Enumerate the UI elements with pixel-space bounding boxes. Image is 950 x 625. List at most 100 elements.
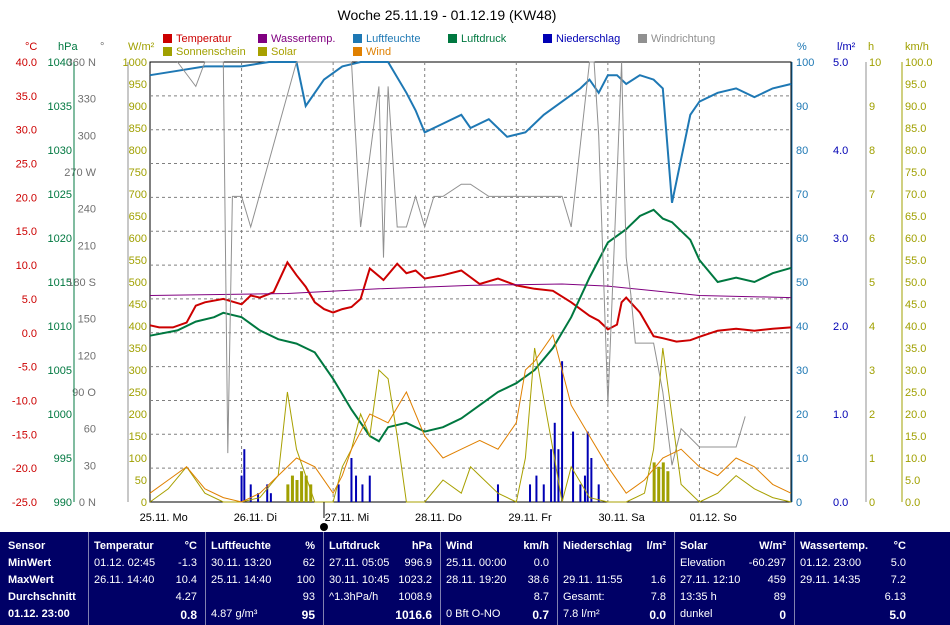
stats-separator xyxy=(88,532,89,625)
stats-title-pressure: Luftdruck xyxy=(329,540,380,552)
axis-tick-wind: 70.0 xyxy=(905,189,926,201)
stats-unit-pressure: hPa xyxy=(411,540,432,552)
stats-col-solar: Solar W/m² Elevation -60.297 27.11. 12:10 459… xyxy=(674,532,794,625)
sunshine-bar xyxy=(652,462,656,502)
stats-value-humidity: 100 xyxy=(296,574,315,586)
x-tick-label: 26.11. Di xyxy=(234,512,277,524)
sunshine-bar xyxy=(286,484,290,502)
x-tick-label: 28.11. Do xyxy=(415,512,462,524)
x-tick-label: 01.12. So xyxy=(690,512,737,524)
sunshine-bar xyxy=(657,466,661,502)
axis-tick-winddir: 210 xyxy=(78,240,96,252)
axis-tick-temp: 20.0 xyxy=(16,192,37,204)
axis-tick-solar: 250 xyxy=(129,387,147,399)
precip-bar xyxy=(337,484,340,502)
axis-tick-winddir: 240 xyxy=(78,204,96,216)
axis-tick-solar: 500 xyxy=(129,277,147,289)
axis-tick-winddir: 120 xyxy=(78,350,96,362)
axis-tick-sun: 7 xyxy=(869,189,875,201)
stats-value-water_temp: 7.2 xyxy=(890,574,906,586)
axis-tick-humidity: 50 xyxy=(796,277,808,289)
stats-label-wind: 25.11. 00:00 xyxy=(446,557,507,569)
marker-dot xyxy=(319,523,328,531)
axis-tick-sun: 9 xyxy=(869,101,875,113)
precip-bar xyxy=(266,484,269,502)
legend-swatch-water_temp xyxy=(258,34,267,43)
stats-separator xyxy=(323,532,324,625)
stats-label-water_temp: 29.11. 14:35 xyxy=(800,574,861,586)
axis-tick-precip: 1.0 xyxy=(833,409,848,421)
precip-bar xyxy=(535,475,538,502)
precip-bar xyxy=(243,449,246,502)
legend-swatch-wind xyxy=(353,47,362,56)
legend-swatch-humidity xyxy=(353,34,362,43)
axis-unit-wind: km/h xyxy=(905,41,929,53)
axis-tick-sun: 0 xyxy=(869,497,875,509)
stats-separator xyxy=(440,532,441,625)
stats-value-wind: 8.7 xyxy=(533,591,549,603)
axis-tick-winddir: 360 N xyxy=(67,57,96,69)
axis-tick-sun: 10 xyxy=(869,57,881,69)
axis-unit-temp: °C xyxy=(25,41,37,53)
stats-value-water_temp: 5.0 xyxy=(889,608,906,622)
stats-title-precip: Niederschlag xyxy=(563,540,633,552)
precip-bar xyxy=(586,431,589,502)
stats-value-precip: 0.0 xyxy=(649,608,666,622)
series-line-water_temp xyxy=(149,283,792,299)
legend-swatch-wind_dir xyxy=(638,34,647,43)
axis-tick-pressure: 1000 xyxy=(48,409,72,421)
legend-label-temperature: Temperatur xyxy=(176,33,232,45)
axis-tick-wind: 80.0 xyxy=(905,145,926,157)
stats-value-water_temp: 5.0 xyxy=(890,557,906,569)
axis-tick-pressure: 1005 xyxy=(48,365,72,377)
stats-title-solar: Solar xyxy=(680,540,708,552)
axis-tick-temp: 35.0 xyxy=(16,91,37,103)
axis-tick-humidity: 60 xyxy=(796,233,808,245)
stats-separator xyxy=(794,532,795,625)
axis-tick-sun: 6 xyxy=(869,233,875,245)
axis-tick-wind: 100.0 xyxy=(905,57,933,69)
axis-tick-humidity: 100 xyxy=(796,57,814,69)
axis-tick-winddir: 0 N xyxy=(79,497,96,509)
axis-tick-pressure: 1015 xyxy=(48,277,72,289)
axis-tick-winddir: 60 xyxy=(84,424,96,436)
stats-row-label: MaxWert xyxy=(8,574,54,586)
stats-label-solar: dunkel xyxy=(680,608,713,620)
legend-swatch-temperature xyxy=(163,34,172,43)
sunshine-bar xyxy=(304,475,308,502)
axis-tick-solar: 350 xyxy=(129,343,147,355)
stats-col-humidity: Luftfeuchte% 30.11. 13:20 62 25.11. 14:40 10… xyxy=(205,532,323,625)
stats-row-label: MinWert xyxy=(8,557,52,569)
axis-tick-temp: 40.0 xyxy=(16,57,37,69)
axis-tick-winddir: 300 xyxy=(78,130,96,142)
grid xyxy=(150,62,791,502)
axis-tick-wind: 25.0 xyxy=(905,387,926,399)
axis-tick-temp: -10.0 xyxy=(12,395,37,407)
precip-bar xyxy=(542,484,545,502)
precip-bar xyxy=(579,484,582,502)
stats-label-temperature: 26.11. 14:40 xyxy=(94,574,155,586)
stats-unit-temperature: °C xyxy=(184,540,197,552)
stats-title-wind: Wind xyxy=(446,540,473,552)
axis-tick-wind: 85.0 xyxy=(905,123,926,135)
axis-tick-wind: 0.0 xyxy=(905,497,920,509)
axis-tick-sun: 5 xyxy=(869,277,875,289)
stats-label-solar: 13:35 h xyxy=(680,591,717,603)
axis-tick-temp: -15.0 xyxy=(12,429,37,441)
x-tick-label: 30.11. Sa xyxy=(598,512,645,524)
stats-value-wind: 38.6 xyxy=(527,574,549,586)
stats-label-pressure: 30.11. 10:45 xyxy=(329,574,390,586)
stats-label-wind: 28.11. 19:20 xyxy=(446,574,507,586)
stats-label-precip: 29.11. 11:55 xyxy=(563,574,623,586)
axis-unit-sun: h xyxy=(868,41,874,53)
axis-tick-humidity: 0 xyxy=(796,497,802,509)
axis-tick-wind: 5.0 xyxy=(905,475,920,487)
axis-tick-wind: 75.0 xyxy=(905,167,926,179)
precip-bar xyxy=(557,449,560,502)
series-line-wind xyxy=(149,333,792,503)
stats-header-sensor: Sensor xyxy=(8,540,46,552)
axis-tick-humidity: 80 xyxy=(796,145,808,157)
series-line-wind_dir xyxy=(177,61,746,466)
legend-label-solar: Solar xyxy=(271,46,297,58)
stats-label-solar: Elevation xyxy=(680,557,726,569)
